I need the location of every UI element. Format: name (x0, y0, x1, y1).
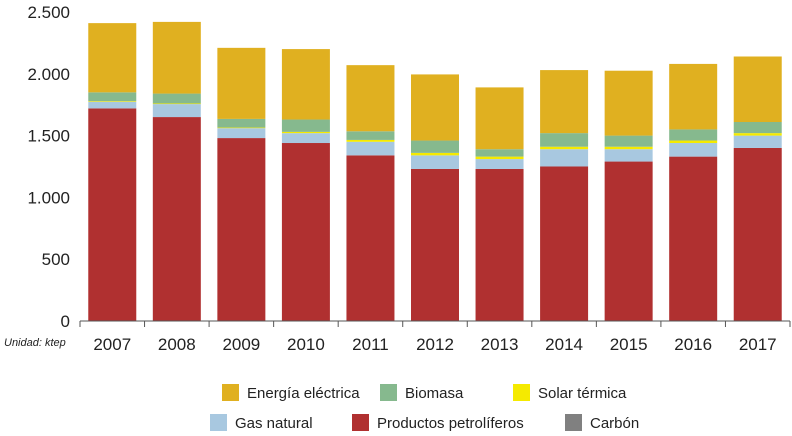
x-axis: 2007 2008 2009 2010 2011 2012 2013 2014 2015 2016… (79, 320, 791, 354)
bar-segment-productos-petrolíferos-2013 (475, 168, 524, 321)
y-tick-label: 1.000 (27, 188, 70, 207)
bar-segment-productos-petrolíferos-2012 (411, 168, 459, 321)
bar-segment-gas-natural-2007 (88, 101, 137, 109)
x-tick-label: 2017 (739, 335, 777, 354)
legend-item-biomasa: Biomasa (380, 384, 464, 402)
bar-segment-biomasa-2008 (152, 93, 201, 104)
bar-segment-gas-natural-2016 (669, 143, 718, 157)
legend-label: Energía eléctrica (247, 385, 360, 402)
legend-swatch (222, 384, 239, 401)
bar-segment-solar-térmica-2015 (604, 146, 653, 150)
x-tick-label: 2013 (481, 335, 519, 354)
bar-segment-gas-natural-2009 (217, 128, 266, 139)
bar-segment-productos-petrolíferos-2017 (733, 147, 782, 321)
bar-segment-biomasa-2007 (88, 92, 137, 101)
bar-segment-productos-petrolíferos-2014 (540, 166, 589, 321)
y-tick-label: 500 (42, 250, 70, 269)
bar-segment-biomasa-2012 (411, 140, 459, 153)
x-tick-label: 2016 (674, 335, 712, 354)
bar-segment-biomasa-2011 (346, 131, 395, 140)
bar-segment-biomasa-2013 (475, 149, 524, 157)
legend-label: Solar térmica (538, 385, 627, 402)
bar-segment-energía-eléctrica-2012 (411, 74, 459, 141)
bar-segment-gas-natural-2011 (346, 141, 395, 156)
x-tick-label: 2014 (545, 335, 583, 354)
bar-segment-productos-petrolíferos-2015 (604, 161, 653, 321)
bar-segment-energía-eléctrica-2013 (475, 87, 524, 150)
legend-label: Carbón (590, 415, 639, 432)
legend-item-productos-petrolíferos: Productos petrolíferos (352, 414, 524, 432)
bar-segment-biomasa-2017 (733, 122, 782, 134)
x-tick-label: 2007 (93, 335, 131, 354)
x-tick-label: 2011 (352, 335, 389, 354)
bar-segment-solar-térmica-2009 (217, 127, 266, 129)
bar-segment-biomasa-2014 (540, 133, 589, 147)
legend-item-solar-térmica: Solar térmica (513, 384, 627, 402)
bar-segment-energía-eléctrica-2015 (604, 70, 653, 136)
legend-swatch (352, 414, 369, 431)
legend-item-gas-natural: Gas natural (210, 414, 313, 432)
bar-segment-energía-eléctrica-2009 (217, 47, 266, 119)
y-tick-label: 1.500 (27, 127, 70, 146)
bar-segment-biomasa-2009 (217, 118, 266, 128)
bar-segment-gas-natural-2013 (475, 159, 524, 169)
legend-label: Gas natural (235, 415, 313, 432)
bar-segment-energía-eléctrica-2017 (733, 56, 782, 123)
bar-segment-energía-eléctrica-2014 (540, 70, 589, 134)
bar-segment-solar-térmica-2017 (733, 133, 782, 136)
bar-segment-gas-natural-2015 (604, 149, 653, 162)
bar-segment-solar-térmica-2007 (88, 100, 137, 102)
x-tick-label: 2008 (158, 335, 196, 354)
legend: Energía eléctrica Biomasa Solar térmica Gas… (210, 384, 639, 432)
bar-segment-biomasa-2016 (669, 129, 718, 141)
legend-item-carbón: Carbón (565, 414, 639, 432)
bar-segment-productos-petrolíferos-2010 (281, 143, 330, 321)
bar-segment-solar-térmica-2008 (152, 103, 201, 105)
unit-note: Unidad: ktep (4, 337, 66, 349)
bar-segment-energía-eléctrica-2010 (281, 49, 330, 120)
bars (88, 21, 782, 322)
bar-segment-gas-natural-2008 (152, 104, 201, 118)
y-axis: 0 500 1.000 1.500 2.000 2.500 (27, 3, 70, 331)
x-tick-label: 2010 (287, 335, 325, 354)
bar-segment-solar-térmica-2016 (669, 140, 718, 144)
bar-segment-energía-eléctrica-2016 (669, 63, 718, 130)
y-tick-label: 2.500 (27, 3, 70, 22)
bar-segment-gas-natural-2014 (540, 149, 589, 167)
bar-segment-biomasa-2015 (604, 135, 653, 147)
bar-segment-productos-petrolíferos-2016 (669, 156, 718, 321)
bar-segment-solar-térmica-2010 (281, 131, 330, 134)
bar-segment-solar-térmica-2012 (411, 152, 459, 156)
bar-segment-solar-térmica-2013 (475, 156, 524, 160)
x-tick-label: 2009 (222, 335, 260, 354)
y-tick-label: 0 (61, 312, 70, 331)
legend-label: Productos petrolíferos (377, 415, 524, 432)
bar-segment-biomasa-2010 (281, 119, 330, 132)
legend-swatch (513, 384, 530, 401)
x-tick-label: 2015 (610, 335, 648, 354)
bar-segment-productos-petrolíferos-2007 (88, 108, 137, 322)
legend-swatch (380, 384, 397, 401)
legend-swatch (210, 414, 227, 431)
bar-segment-gas-natural-2017 (733, 135, 782, 148)
legend-label: Biomasa (405, 385, 464, 402)
legend-swatch (565, 414, 582, 431)
bar-segment-productos-petrolíferos-2008 (152, 117, 201, 321)
bar-segment-productos-petrolíferos-2011 (346, 155, 395, 321)
legend-item-energía-eléctrica: Energía eléctrica (222, 384, 360, 402)
bar-segment-solar-térmica-2011 (346, 139, 395, 142)
bar-segment-energía-eléctrica-2008 (152, 21, 201, 94)
bar-segment-energía-eléctrica-2007 (88, 23, 137, 93)
y-tick-label: 2.000 (27, 65, 70, 84)
bar-segment-solar-térmica-2014 (540, 146, 589, 150)
bar-segment-gas-natural-2010 (281, 133, 330, 144)
bar-segment-energía-eléctrica-2011 (346, 65, 395, 132)
x-tick-label: 2012 (416, 335, 454, 354)
bar-segment-productos-petrolíferos-2009 (217, 138, 266, 321)
bar-segment-gas-natural-2012 (411, 155, 459, 169)
